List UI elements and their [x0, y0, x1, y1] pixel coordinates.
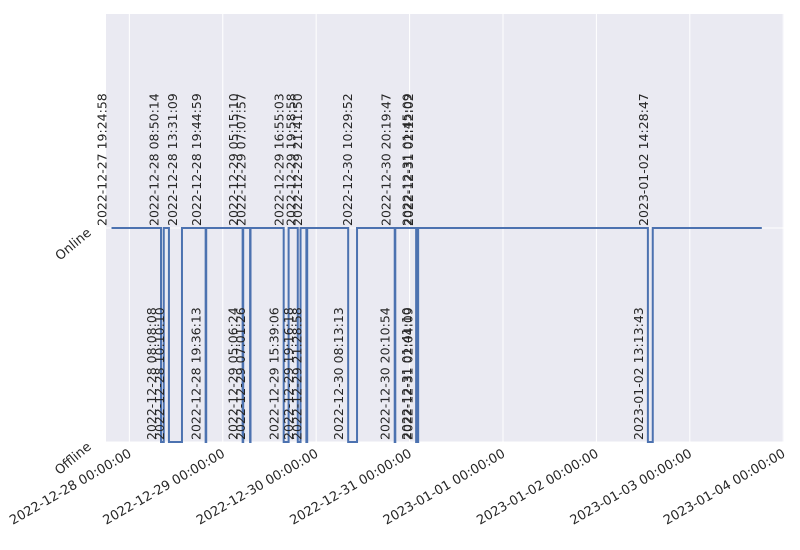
event-label-online: 2022-12-28 08:50:14	[147, 93, 162, 226]
event-label-online: 2022-12-30 10:29:52	[340, 93, 355, 226]
event-label-offline: 2023-01-02 13:13:43	[631, 307, 646, 440]
event-label-offline: 2022-12-30 20:10:54	[378, 307, 393, 440]
event-label-online: 2022-12-29 21:41:50	[290, 93, 305, 226]
event-label-online: 2022-12-28 19:44:59	[189, 93, 204, 226]
event-label-offline: 2022-12-28 10:10:10	[152, 307, 167, 440]
event-label-offline: 2022-12-31 01:41:10	[399, 307, 414, 440]
event-label-offline: 2022-12-28 19:36:13	[189, 307, 204, 440]
event-label-online: 2022-12-31 02:12:02	[401, 93, 416, 226]
event-label-offline: 2022-12-29 19:16:18	[281, 307, 296, 440]
event-label-online: 2022-12-30 20:19:47	[378, 93, 393, 226]
event-label-online: 2022-12-29 05:15:10	[226, 93, 241, 226]
event-label-offline: 2022-12-29 15:39:06	[267, 307, 282, 440]
event-label-online: 2023-01-02 14:28:47	[636, 93, 651, 226]
y-tick-label-online: Online	[53, 226, 95, 264]
event-label-online: 2022-12-31 01:45:09	[399, 93, 414, 226]
event-label-offline: 2022-12-28 08:08:08	[144, 307, 159, 440]
event-label-offline: 2022-12-30 08:13:13	[331, 307, 346, 440]
event-label-online: 2022-12-29 07:07:57	[234, 93, 249, 226]
status-step-line	[111, 227, 762, 443]
event-label-offline: 2022-12-29 05:06:24	[226, 307, 241, 440]
event-label-offline: 2022-12-29 21:28:58	[289, 307, 304, 440]
event-label-offline: 2022-12-29 07:01:26	[233, 307, 248, 440]
event-label-online: 2022-12-28 13:31:09	[165, 93, 180, 226]
event-label-offline: 2022-12-31 02:04:09	[401, 307, 416, 440]
event-label-online: 2022-12-27 19:24:58	[95, 93, 110, 226]
event-label-online: 2022-12-29 16:55:03	[272, 93, 287, 226]
event-label-online: 2022-12-29 19:58:58	[284, 93, 299, 226]
